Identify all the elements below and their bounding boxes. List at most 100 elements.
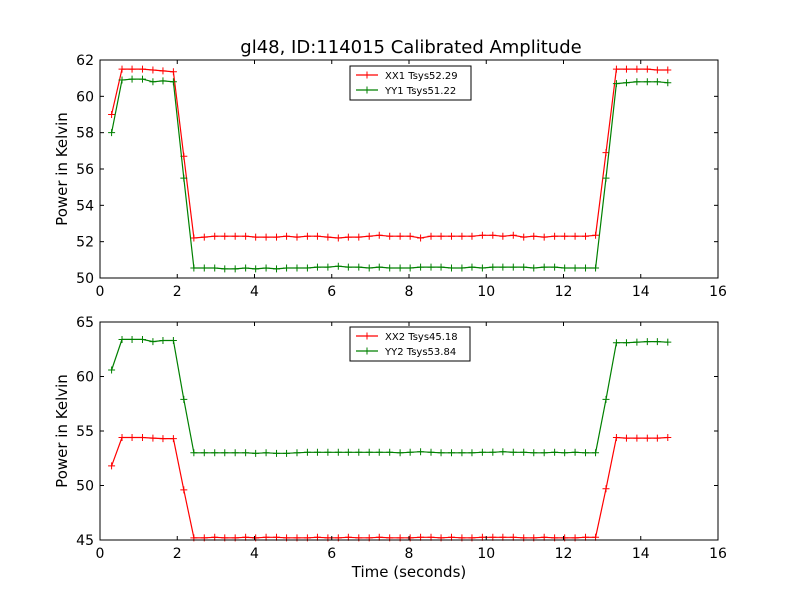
- data-point: [653, 78, 661, 86]
- x-tick-label: 2: [173, 546, 182, 562]
- data-point: [231, 265, 239, 273]
- legend-label: XX1 Tsys52.29: [385, 71, 458, 82]
- legend-label: XX2 Tsys45.18: [385, 332, 458, 343]
- top-plot: 0 2 4 6 8 10 12 14 16 50 52 54 56 58 60 62 Power in Kelv…: [53, 53, 727, 300]
- data-point: [128, 75, 136, 83]
- data-point: [592, 264, 600, 272]
- data-point: [602, 395, 610, 403]
- data-point: [344, 263, 352, 271]
- data-point: [437, 449, 445, 457]
- data-point: [561, 232, 569, 240]
- data-point: [417, 263, 425, 271]
- data-point: [273, 449, 281, 457]
- data-point: [468, 449, 476, 457]
- data-point: [355, 263, 363, 271]
- data-point: [633, 65, 641, 73]
- data-point: [273, 265, 281, 273]
- data-point: [365, 448, 373, 456]
- legend: XX2 Tsys45.18 YY2 Tsys53.84: [349, 326, 471, 362]
- data-point: [159, 77, 167, 85]
- data-point: [324, 263, 332, 271]
- data-point: [406, 264, 414, 272]
- data-point: [169, 337, 177, 345]
- data-point: [211, 232, 219, 240]
- data-point: [633, 434, 641, 442]
- data-point: [520, 448, 528, 456]
- data-point: [468, 263, 476, 271]
- data-point: [365, 232, 373, 240]
- data-point: [283, 449, 291, 457]
- data-point: [612, 80, 620, 88]
- data-point: [138, 65, 146, 73]
- data-point: [344, 233, 352, 241]
- data-point: [365, 264, 373, 272]
- data-point: [293, 264, 301, 272]
- data-point: [520, 263, 528, 271]
- data-point: [108, 129, 116, 137]
- y-axis-label: Power in Kelvin: [53, 374, 71, 488]
- data-point: [334, 234, 342, 242]
- data-point: [437, 263, 445, 271]
- data-point: [375, 263, 383, 271]
- legend-box: [349, 326, 471, 362]
- data-point: [149, 66, 157, 74]
- data-point: [499, 232, 507, 240]
- data-point: [190, 264, 198, 272]
- data-point: [437, 232, 445, 240]
- data-point: [169, 435, 177, 443]
- data-point: [489, 448, 497, 456]
- data-point: [653, 434, 661, 442]
- data-point: [211, 264, 219, 272]
- data-point: [653, 338, 661, 346]
- x-tick-label: 6: [327, 284, 336, 300]
- legend-marker: [363, 347, 371, 355]
- data-point: [128, 335, 136, 343]
- data-point: [551, 263, 559, 271]
- data-point: [313, 263, 321, 271]
- data-point: [118, 434, 126, 442]
- data-point: [231, 232, 239, 240]
- data-point: [355, 448, 363, 456]
- data-point: [664, 338, 672, 346]
- data-point: [118, 65, 126, 73]
- x-tick-label: 0: [96, 284, 105, 300]
- y-tick-label: 54: [76, 198, 94, 214]
- data-point: [149, 338, 157, 346]
- data-point: [303, 448, 311, 456]
- y-tick-label: 55: [76, 424, 94, 440]
- data-point: [571, 448, 579, 456]
- data-point: [520, 233, 528, 241]
- data-point: [427, 448, 435, 456]
- data-point: [138, 335, 146, 343]
- data-point: [602, 174, 610, 182]
- legend-marker: [363, 86, 371, 94]
- data-point: [478, 448, 486, 456]
- data-point: [633, 78, 641, 86]
- data-point: [622, 339, 630, 347]
- x-tick-label: 12: [555, 546, 573, 562]
- data-point: [458, 449, 466, 457]
- data-point: [622, 65, 630, 73]
- data-point: [592, 449, 600, 457]
- data-point: [643, 65, 651, 73]
- legend-marker: [363, 332, 371, 340]
- data-point: [664, 79, 672, 87]
- y-tick-label: 60: [76, 89, 94, 105]
- x-tick-label: 0: [96, 546, 105, 562]
- data-point: [386, 264, 394, 272]
- data-point: [468, 232, 476, 240]
- data-point: [489, 231, 497, 239]
- data-point: [128, 65, 136, 73]
- data-point: [375, 231, 383, 239]
- data-point: [242, 264, 250, 272]
- data-point: [561, 449, 569, 457]
- data-point: [138, 434, 146, 442]
- data-point: [592, 231, 600, 239]
- data-point: [221, 265, 229, 273]
- data-point: [664, 66, 672, 74]
- data-point: [211, 449, 219, 457]
- x-tick-label: 12: [555, 284, 573, 300]
- legend-label: YY2 Tsys53.84: [384, 347, 456, 358]
- legend-box: [349, 65, 472, 101]
